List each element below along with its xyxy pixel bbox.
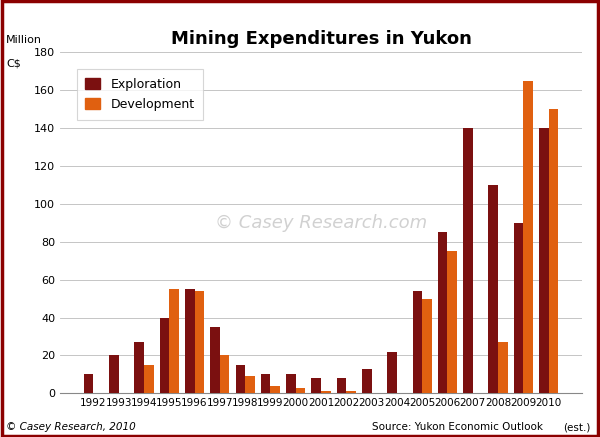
Text: Source: Yukon Economic Outlook: Source: Yukon Economic Outlook xyxy=(372,423,543,433)
Bar xyxy=(321,392,331,393)
Bar xyxy=(346,392,356,393)
Bar xyxy=(134,342,144,393)
Bar xyxy=(236,365,245,393)
Bar xyxy=(220,355,229,393)
Bar xyxy=(296,388,305,393)
Bar xyxy=(523,81,533,393)
Bar xyxy=(271,386,280,393)
Bar xyxy=(169,289,179,393)
Bar xyxy=(160,318,169,393)
Bar xyxy=(337,378,346,393)
Bar xyxy=(261,375,271,393)
Legend: Exploration, Development: Exploration, Development xyxy=(77,69,203,120)
Text: C$: C$ xyxy=(6,59,21,69)
Bar xyxy=(387,352,397,393)
Bar xyxy=(362,369,371,393)
Bar xyxy=(514,223,523,393)
Bar xyxy=(185,289,194,393)
Bar xyxy=(245,376,255,393)
Text: © Casey Research.com: © Casey Research.com xyxy=(215,214,427,232)
Bar xyxy=(548,109,558,393)
Text: © Casey Research, 2010: © Casey Research, 2010 xyxy=(6,423,136,433)
Bar xyxy=(311,378,321,393)
Text: (est.): (est.) xyxy=(563,423,591,433)
Bar xyxy=(448,251,457,393)
Title: Mining Expenditures in Yukon: Mining Expenditures in Yukon xyxy=(170,30,472,48)
Bar xyxy=(84,375,94,393)
Bar xyxy=(488,185,498,393)
Bar xyxy=(422,298,432,393)
Bar xyxy=(498,342,508,393)
Bar xyxy=(144,365,154,393)
Bar xyxy=(413,291,422,393)
Bar xyxy=(286,375,296,393)
Bar xyxy=(194,291,204,393)
Bar xyxy=(109,355,119,393)
Text: Million: Million xyxy=(6,35,42,45)
Bar xyxy=(539,128,548,393)
Bar xyxy=(438,232,448,393)
Bar xyxy=(210,327,220,393)
Bar xyxy=(463,128,473,393)
